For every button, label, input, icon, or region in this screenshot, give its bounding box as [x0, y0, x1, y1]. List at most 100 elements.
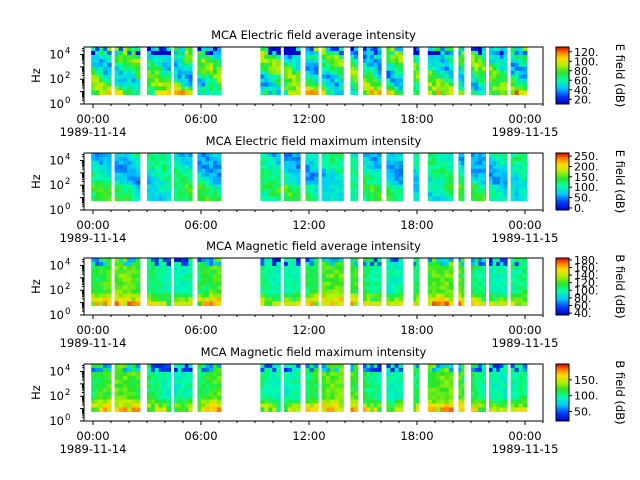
- heatmap-cell: [458, 176, 462, 182]
- heatmap-cell: [398, 301, 404, 306]
- heatmap-cell: [503, 399, 508, 405]
- heatmap-cell: [416, 399, 420, 405]
- heatmap-cell: [174, 180, 179, 186]
- heatmap-cell: [432, 78, 437, 84]
- heatmap-cell: [154, 281, 160, 287]
- heatmap-cell: [264, 364, 269, 369]
- heatmap-cell: [432, 391, 437, 397]
- heatmap-cell: [205, 164, 210, 170]
- heatmap-cell: [471, 297, 476, 303]
- heatmap-cell: [321, 184, 327, 190]
- heatmap-cell: [181, 403, 186, 409]
- heatmap-cell: [268, 403, 273, 409]
- heatmap-cell: [154, 90, 160, 95]
- heatmap-cell: [366, 258, 371, 263]
- heatmap-cell: [276, 289, 281, 295]
- colorbar-tick-label: 150.: [574, 374, 599, 387]
- heatmap-cell: [123, 265, 128, 271]
- heatmap-cell: [107, 156, 112, 162]
- heatmap-cell: [313, 379, 319, 385]
- heatmap-cell: [338, 403, 344, 409]
- heatmap-cell: [287, 50, 293, 56]
- heatmap-cell: [496, 371, 501, 377]
- heatmap-cell: [131, 297, 137, 303]
- heatmap-cell: [123, 383, 128, 389]
- heatmap-cell: [436, 297, 441, 303]
- heatmap-cell: [313, 188, 319, 194]
- heatmap-cell: [99, 379, 104, 385]
- heatmap-cell: [503, 395, 508, 401]
- heatmap-cell: [268, 407, 273, 412]
- heatmap-cell: [188, 383, 193, 389]
- heatmap-cell: [147, 82, 152, 88]
- heatmap-cell: [330, 160, 336, 166]
- heatmap-cell: [478, 156, 483, 162]
- heatmap-cell: [154, 301, 160, 306]
- heatmap-cell: [213, 196, 218, 201]
- heatmap-cell: [283, 176, 289, 182]
- heatmap-cell: [166, 293, 171, 299]
- heatmap-cell: [370, 301, 375, 306]
- heatmap-cell: [272, 50, 277, 56]
- heatmap-cell: [458, 391, 462, 397]
- heatmap-cell: [264, 301, 269, 306]
- heatmap-cell: [444, 387, 450, 393]
- heatmap-cell: [166, 269, 171, 275]
- heatmap-cell: [503, 172, 508, 178]
- heatmap-cell: [330, 172, 336, 178]
- heatmap-cell: [496, 180, 501, 186]
- heatmap-cell: [474, 395, 479, 401]
- heatmap-cell: [216, 62, 222, 68]
- heatmap-cell: [283, 62, 289, 68]
- heatmap-cell: [287, 160, 293, 166]
- heatmap-cell: [103, 58, 108, 64]
- heatmap-cell: [398, 277, 404, 283]
- heatmap-cell: [174, 90, 179, 95]
- heatmap-cell: [390, 265, 396, 271]
- heatmap-cell: [444, 176, 450, 182]
- heatmap-cell: [158, 387, 164, 393]
- heatmap-cell: [492, 153, 497, 158]
- heatmap-cell: [370, 58, 375, 64]
- heatmap-cell: [127, 391, 132, 397]
- heatmap-cell: [481, 58, 486, 64]
- heatmap-cell: [363, 50, 368, 56]
- heatmap-cell: [492, 58, 497, 64]
- heatmap-cell: [471, 188, 476, 194]
- heatmap-cell: [305, 176, 311, 182]
- heatmap-cell: [436, 82, 441, 88]
- heatmap-cell: [427, 399, 433, 405]
- heatmap-cell: [295, 289, 301, 295]
- heatmap-cell: [201, 367, 206, 373]
- heatmap-cell: [458, 160, 462, 166]
- heatmap-cell: [95, 180, 100, 186]
- heatmap-cell: [354, 367, 359, 373]
- heatmap-cell: [334, 184, 340, 190]
- heatmap-cell: [158, 168, 164, 174]
- heatmap-cell: [309, 70, 315, 76]
- heatmap-cell: [291, 172, 297, 178]
- heatmap-cell: [114, 90, 120, 95]
- heatmap-cell: [427, 164, 433, 170]
- heatmap-cell: [354, 391, 359, 397]
- heatmap-cell: [522, 289, 528, 295]
- heatmap-cell: [363, 383, 368, 389]
- heatmap-cell: [177, 293, 182, 299]
- heatmap-cell: [478, 54, 483, 60]
- heatmap-cell: [474, 47, 479, 52]
- heatmap-cell: [321, 196, 327, 201]
- heatmap-cell: [377, 164, 382, 170]
- heatmap-cell: [99, 62, 104, 68]
- heatmap-cell: [334, 383, 340, 389]
- heatmap-cell: [377, 188, 382, 194]
- heatmap-cell: [481, 371, 486, 377]
- heatmap-cell: [205, 192, 210, 198]
- heatmap-cell: [448, 364, 454, 369]
- heatmap-cell: [201, 180, 206, 186]
- heatmap-cell: [114, 297, 120, 303]
- heatmap-cell: [174, 375, 179, 381]
- heatmap-cell: [499, 160, 504, 166]
- heatmap-cell: [216, 74, 222, 80]
